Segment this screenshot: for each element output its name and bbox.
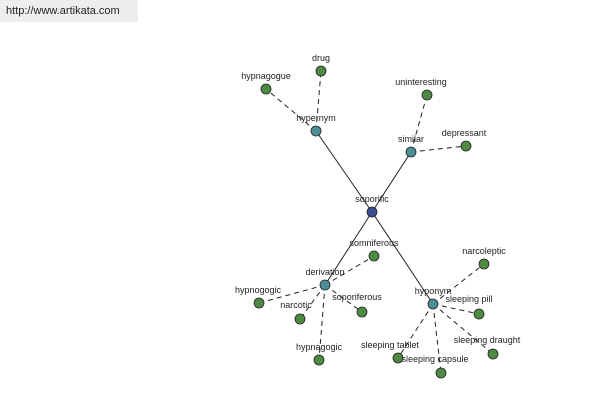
word-edge	[265, 88, 317, 132]
word-node	[435, 367, 447, 379]
node-label: narcotic	[280, 300, 312, 310]
site-url[interactable]: http://www.artikata.com	[0, 0, 138, 22]
word-edge	[397, 303, 434, 359]
word-node	[294, 313, 306, 325]
node-label: hypernym	[296, 113, 336, 123]
word-node	[421, 89, 433, 101]
word-edge	[432, 303, 442, 374]
word-edge	[324, 255, 375, 286]
relation-edge	[324, 211, 373, 286]
word-node	[478, 258, 490, 270]
word-node	[356, 306, 368, 318]
node-label: hypnagogue	[241, 71, 291, 81]
word-edge	[318, 284, 326, 361]
word-node	[260, 83, 272, 95]
node-label: sleeping capsule	[401, 354, 468, 364]
relation-node	[319, 279, 331, 291]
word-edge	[315, 70, 322, 132]
relation-node	[427, 298, 439, 310]
node-label: narcoleptic	[462, 246, 506, 256]
word-node	[315, 65, 327, 77]
node-label: drug	[312, 53, 330, 63]
word-edge	[410, 94, 428, 153]
node-label: sleeping draught	[454, 335, 521, 345]
relation-edge	[371, 151, 412, 213]
word-edge	[432, 303, 480, 315]
word-edge	[258, 284, 326, 304]
relation-edge	[371, 211, 434, 305]
relation-node	[310, 125, 322, 137]
word-edge	[432, 263, 485, 305]
root-node	[366, 206, 378, 218]
word-edge	[432, 303, 494, 355]
word-node	[487, 348, 499, 360]
node-label: hyponym	[415, 286, 452, 296]
word-node	[313, 354, 325, 366]
relation-edge	[315, 130, 373, 213]
node-label: hypnagogic	[296, 342, 343, 352]
node-label: depressant	[442, 128, 487, 138]
node-label: derivation	[305, 267, 344, 277]
word-node	[473, 308, 485, 320]
word-node	[253, 297, 265, 309]
word-node	[368, 250, 380, 262]
node-label: soporific	[355, 194, 389, 204]
word-node	[460, 140, 472, 152]
relation-node	[405, 146, 417, 158]
node-label: soporiferous	[332, 292, 382, 302]
node-label: uninteresting	[395, 77, 447, 87]
word-edge	[410, 145, 467, 153]
node-label: sleeping tablet	[361, 340, 420, 350]
node-label: hypnogogic	[235, 285, 282, 295]
word-edge	[299, 284, 326, 320]
word-node	[392, 352, 404, 364]
node-label: similar	[398, 134, 424, 144]
node-label: sleeping pill	[445, 294, 492, 304]
word-edge	[324, 284, 363, 313]
node-label: somniferous	[349, 238, 399, 248]
